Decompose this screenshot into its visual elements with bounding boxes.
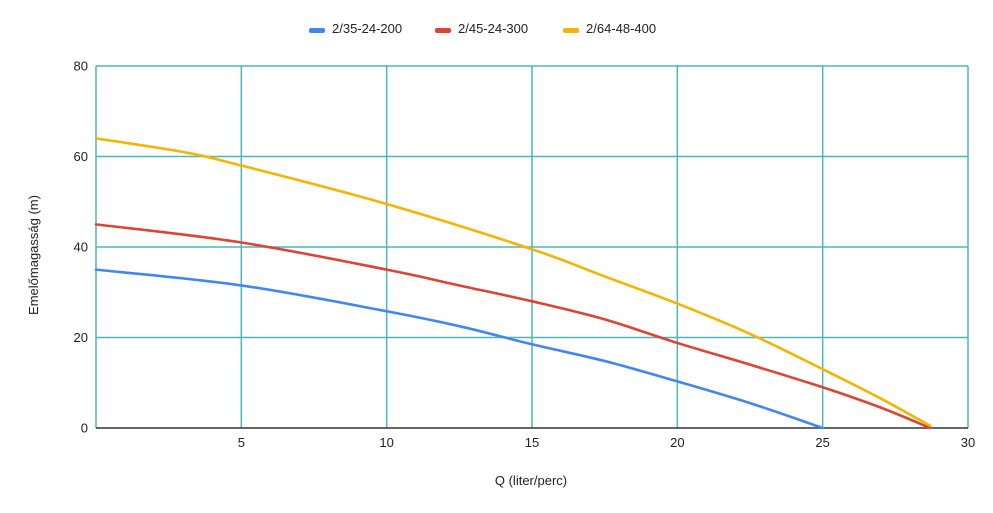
legend-swatch: [435, 28, 451, 33]
legend: 2/35-24-200 2/45-24-300 2/64-48-400: [309, 21, 656, 36]
x-tick-label: 15: [525, 435, 539, 450]
y-tick-label: 40: [74, 240, 88, 255]
x-tick-label: 5: [238, 435, 245, 450]
legend-label: 2/35-24-200: [332, 21, 402, 36]
series-line-2: [94, 223, 932, 430]
x-tick-label: 10: [379, 435, 393, 450]
x-axis-title: Q (liter/perc): [495, 473, 567, 488]
series-line-1: [94, 268, 824, 430]
y-tick-label: 80: [74, 59, 88, 74]
legend-swatch: [563, 28, 579, 33]
y-axis-ticks: 0 20 40 60 80: [74, 59, 88, 436]
series-lines: [94, 137, 932, 430]
x-tick-label: 20: [670, 435, 684, 450]
legend-label: 2/64-48-400: [586, 21, 656, 36]
legend-label: 2/45-24-300: [458, 21, 528, 36]
y-tick-label: 0: [81, 421, 88, 436]
series-line-3: [94, 137, 932, 428]
y-tick-label: 60: [74, 149, 88, 164]
grid: [95, 65, 969, 429]
legend-swatch: [309, 28, 325, 33]
x-tick-label: 30: [961, 435, 975, 450]
x-axis-ticks: 5 10 15 20 25 30: [238, 435, 976, 450]
y-tick-label: 20: [74, 330, 88, 345]
y-axis-title: Emelőmagasság (m): [26, 195, 41, 315]
x-tick-label: 25: [815, 435, 829, 450]
